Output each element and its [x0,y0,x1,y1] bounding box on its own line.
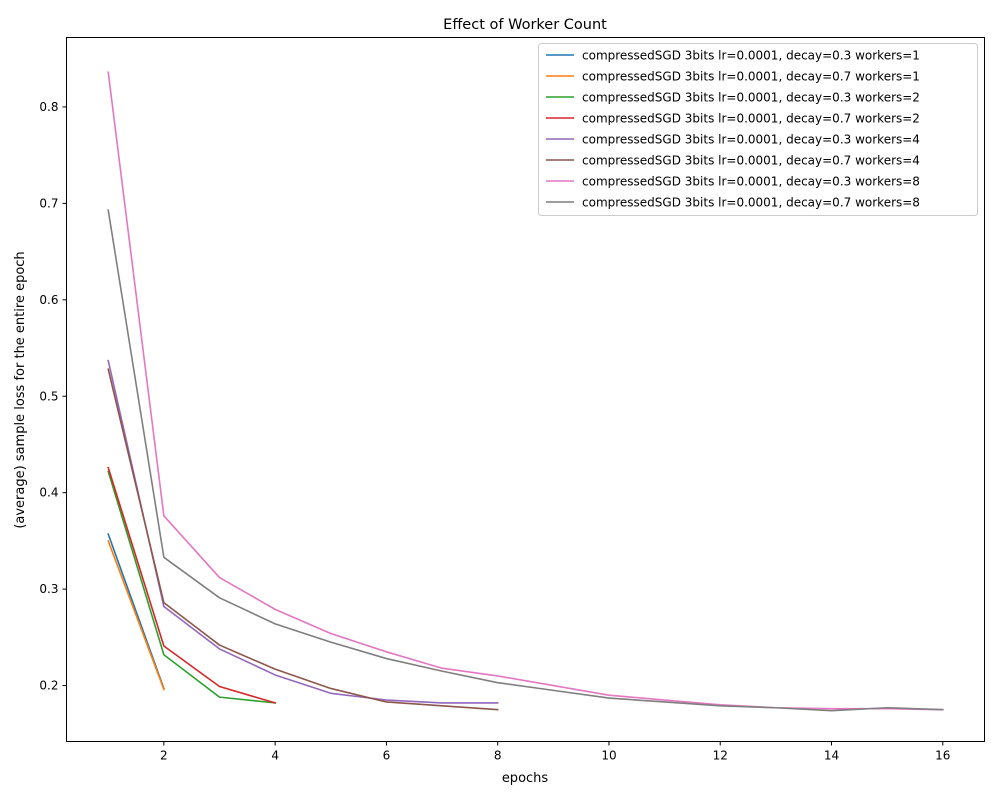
x-tick-label: 6 [383,749,391,763]
legend-items: compressedSGD 3bits lr=0.0001, decay=0.3… [546,49,920,210]
legend: compressedSGD 3bits lr=0.0001, decay=0.3… [538,43,978,216]
series-line-3 [107,470,277,704]
legend-label-5: compressedSGD 3bits lr=0.0001, decay=0.3… [582,133,920,147]
x-tick-label: 8 [494,749,502,763]
y-tick-label: 0.3 [39,582,58,596]
lines-layer [107,71,944,712]
y-tick-label: 0.7 [39,196,58,210]
series-line-6 [107,368,499,711]
y-axis-label: (average) sample loss for the entire epo… [13,251,28,528]
x-axis: 2 4 6 8 10 12 14 16 [160,741,950,763]
y-tick-label: 0.4 [39,486,58,500]
x-tick-label: 14 [824,749,839,763]
series-line-7 [107,71,944,711]
y-tick-label: 0.6 [39,293,58,307]
y-tick-label: 0.8 [39,100,58,114]
series-line-5 [107,359,499,704]
y-axis: 0.2 0.3 0.4 0.5 0.6 0.7 0.8 [39,100,67,693]
legend-label-2: compressedSGD 3bits lr=0.0001, decay=0.7… [582,70,920,84]
x-tick-label: 2 [160,749,168,763]
x-tick-label: 10 [601,749,616,763]
legend-label-4: compressedSGD 3bits lr=0.0001, decay=0.7… [582,112,920,126]
y-tick-label: 0.2 [39,679,58,693]
series-line-4 [107,466,277,704]
chart-title: Effect of Worker Count [443,17,607,33]
legend-label-1: compressedSGD 3bits lr=0.0001, decay=0.3… [582,49,920,63]
legend-box [538,43,978,216]
y-tick-label: 0.5 [39,389,58,403]
series-line-2 [107,539,165,691]
x-tick-label: 12 [713,749,728,763]
series-line-8 [107,209,944,712]
x-tick-label: 4 [271,749,279,763]
legend-label-8: compressedSGD 3bits lr=0.0001, decay=0.7… [582,196,920,210]
x-axis-label: epochs [502,771,549,786]
legend-label-3: compressedSGD 3bits lr=0.0001, decay=0.3… [582,91,920,105]
axes-frame [66,37,985,742]
x-tick-label: 16 [935,749,950,763]
legend-label-7: compressedSGD 3bits lr=0.0001, decay=0.3… [582,175,920,189]
legend-label-6: compressedSGD 3bits lr=0.0001, decay=0.7… [582,154,920,168]
